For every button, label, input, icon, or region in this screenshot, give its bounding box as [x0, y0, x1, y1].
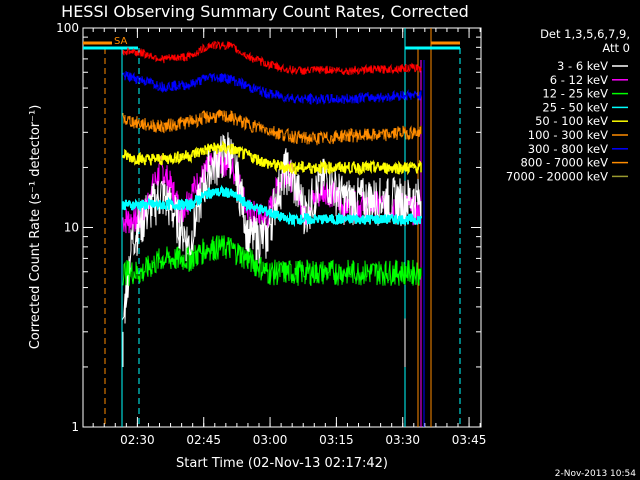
legend-label: 7000 - 20000 keV [506, 169, 608, 183]
legend-label: 25 - 50 keV [542, 100, 608, 114]
legend-header-line-1: Det 1,3,5,6,7,9, [540, 27, 630, 41]
legend-item: 100 - 300 keV [528, 128, 628, 142]
legend-label: 3 - 6 keV [557, 59, 608, 73]
legend-item: 300 - 800 keV [528, 142, 628, 156]
legend-item: 800 - 7000 keV [520, 156, 628, 170]
x-tick-label: 03:00 [253, 433, 288, 447]
series-line-50-100-kev [122, 140, 422, 176]
series-line-300-800-kev [122, 71, 422, 105]
saa-label: SA [114, 36, 128, 47]
legend-label: 6 - 12 keV [550, 73, 608, 87]
legend-item: 50 - 100 keV [535, 114, 628, 128]
legend-item: 25 - 50 keV [542, 100, 628, 114]
y-tick-label: 100 [56, 21, 79, 35]
x-tick-label: 03:15 [319, 433, 354, 447]
series-line-25-50-kev [122, 184, 422, 228]
x-axis-label: Start Time (02-Nov-13 02:17:42) [176, 456, 388, 471]
legend-item: 6 - 12 keV [550, 73, 628, 87]
legend-label: 50 - 100 keV [535, 114, 608, 128]
y-tick-label: 1 [71, 420, 79, 434]
legend-item: 3 - 6 keV [557, 59, 628, 73]
legend-label: 800 - 7000 keV [520, 156, 608, 170]
legend-label: 300 - 800 keV [528, 142, 608, 156]
series-line-3-6-kev [122, 132, 422, 324]
timestamp: 2-Nov-2013 10:54 [555, 469, 637, 479]
legend-label: 100 - 300 keV [528, 128, 608, 142]
legend-label: 12 - 25 keV [542, 87, 608, 101]
plot-area: 1 10 100 02:30 02:45 03:00 03:15 03:30 03:45 SA [56, 21, 486, 447]
y-axis-label: Corrected Count Rate (s⁻¹ detector⁻¹) [28, 105, 43, 350]
x-tick-label: 02:30 [120, 433, 155, 447]
y-tick-label: 10 [64, 221, 79, 235]
series-line-800-7000-kev [122, 40, 422, 76]
legend-header-line-2: Att 0 [602, 41, 630, 55]
series-line-100-300-kev [122, 109, 422, 146]
legend-item: 12 - 25 keV [542, 87, 628, 101]
legend-header: Det 1,3,5,6,7,9, Att 0 [540, 27, 630, 55]
series-line-12-25-kev [122, 235, 422, 286]
x-tick-label: 03:45 [452, 433, 487, 447]
x-tick-label: 03:30 [385, 433, 420, 447]
legend-item: 7000 - 20000 keV [506, 169, 628, 183]
chart-title: HESSI Observing Summary Count Rates, Cor… [61, 2, 469, 21]
x-tick-label: 02:45 [186, 433, 221, 447]
